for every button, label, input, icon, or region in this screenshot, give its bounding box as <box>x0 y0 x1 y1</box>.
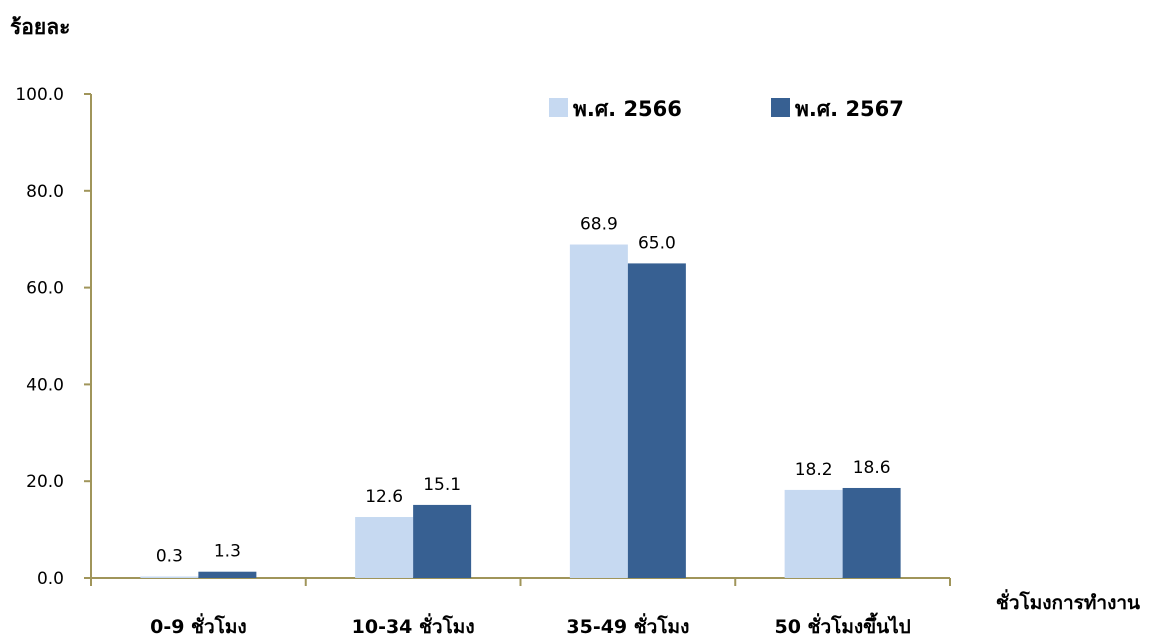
bar-2-3 <box>627 263 686 578</box>
category-label: 35-49 ชั่วโมง <box>566 613 689 637</box>
y-tick-label: 0.0 <box>37 569 64 589</box>
category-label: 0-9 ชั่วโมง <box>150 613 247 637</box>
y-axis-label: ร้อยละ <box>10 15 70 39</box>
value-label: 18.2 <box>795 460 833 480</box>
bar-1-2 <box>355 517 414 578</box>
value-labels: 0.3 1.3 12.6 15.1 68.9 65.0 18.2 18.6 <box>156 215 891 567</box>
bar-1-4 <box>784 489 843 578</box>
bar-2-1 <box>198 571 257 578</box>
x-axis-label: ชั่วโมงการทำงาน <box>996 589 1140 614</box>
legend: พ.ศ. 2566 พ.ศ. 2567 <box>549 97 904 121</box>
value-label: 18.6 <box>853 458 891 478</box>
y-tick-label: 40.0 <box>26 375 64 395</box>
legend-swatch <box>549 98 568 117</box>
legend-label: พ.ศ. 2566 <box>573 97 682 121</box>
bar-2-2 <box>413 504 472 578</box>
value-label: 68.9 <box>580 215 618 235</box>
value-label: 0.3 <box>156 547 183 567</box>
y-ticks: 0.0 20.0 40.0 60.0 80.0 100.0 <box>15 85 91 589</box>
bar-1-3 <box>569 244 628 579</box>
y-tick-label: 80.0 <box>26 182 64 202</box>
category-label: 10-34 ชั่วโมง <box>352 613 475 637</box>
y-tick-label: 100.0 <box>15 85 64 105</box>
category-labels: 0-9 ชั่วโมง 10-34 ชั่วโมง 35-49 ชั่วโมง 50 … <box>150 612 911 637</box>
legend-label: พ.ศ. 2567 <box>795 97 904 121</box>
legend-swatch <box>771 98 790 117</box>
value-label: 65.0 <box>638 233 676 253</box>
value-label: 12.6 <box>365 487 403 507</box>
bar-2-4 <box>842 487 901 578</box>
bar-1-1 <box>140 576 199 578</box>
category-label: 50 ชั่วโมงขึ้นไป <box>775 612 911 637</box>
bars <box>140 244 901 579</box>
y-tick-label: 20.0 <box>26 472 64 492</box>
value-label: 15.1 <box>423 475 461 495</box>
y-tick-label: 60.0 <box>26 279 64 299</box>
value-label: 1.3 <box>214 542 241 562</box>
